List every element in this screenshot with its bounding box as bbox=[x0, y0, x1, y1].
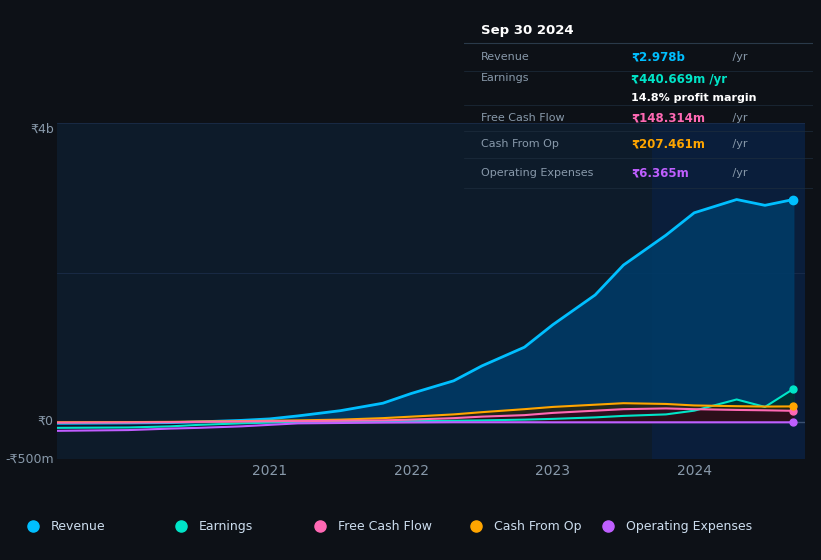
Bar bbox=[652, 123, 805, 459]
Text: ₹4b: ₹4b bbox=[30, 123, 53, 136]
Text: Sep 30 2024: Sep 30 2024 bbox=[481, 24, 574, 38]
Text: /yr: /yr bbox=[729, 167, 748, 178]
Text: ₹207.461m: ₹207.461m bbox=[631, 138, 705, 151]
Text: /yr: /yr bbox=[729, 113, 748, 123]
Text: Revenue: Revenue bbox=[51, 520, 106, 533]
Text: Earnings: Earnings bbox=[481, 73, 530, 83]
Text: /yr: /yr bbox=[729, 52, 748, 62]
Text: Earnings: Earnings bbox=[199, 520, 253, 533]
Text: ₹440.669m /yr: ₹440.669m /yr bbox=[631, 73, 727, 86]
Text: Operating Expenses: Operating Expenses bbox=[626, 520, 752, 533]
Text: Revenue: Revenue bbox=[481, 52, 530, 62]
Text: ₹148.314m: ₹148.314m bbox=[631, 111, 705, 125]
Text: 14.8% profit margin: 14.8% profit margin bbox=[631, 93, 757, 103]
Text: ₹6.365m: ₹6.365m bbox=[631, 166, 689, 179]
Text: Operating Expenses: Operating Expenses bbox=[481, 167, 594, 178]
Text: Cash From Op: Cash From Op bbox=[481, 139, 559, 150]
Text: Cash From Op: Cash From Op bbox=[494, 520, 582, 533]
Text: -₹500m: -₹500m bbox=[5, 452, 53, 466]
Text: Free Cash Flow: Free Cash Flow bbox=[481, 113, 565, 123]
Text: /yr: /yr bbox=[729, 139, 748, 150]
Text: Free Cash Flow: Free Cash Flow bbox=[338, 520, 432, 533]
Text: ₹2.978b: ₹2.978b bbox=[631, 50, 686, 64]
Text: ₹0: ₹0 bbox=[38, 416, 53, 428]
